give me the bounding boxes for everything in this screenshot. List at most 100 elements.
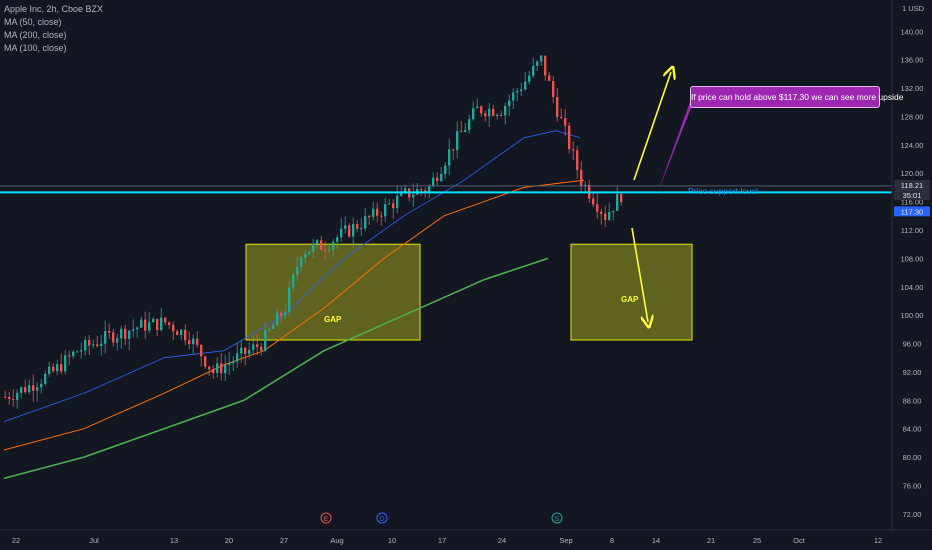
candle-body <box>520 89 523 91</box>
candle-body <box>52 366 55 372</box>
price-tick: 132.00 <box>901 84 924 93</box>
candle-body <box>428 186 431 192</box>
legend-ma200[interactable]: MA (200, close) <box>4 30 67 40</box>
candle-body <box>84 340 87 351</box>
candle-body <box>8 396 11 400</box>
candle-body <box>280 312 283 316</box>
candle-body <box>188 340 191 345</box>
candle-body <box>232 361 235 364</box>
candle-body <box>76 351 79 353</box>
candle-body <box>420 189 423 191</box>
candle-body <box>376 208 379 216</box>
candle-body <box>456 131 459 151</box>
price-tick: 136.00 <box>901 56 924 65</box>
price-badge <box>894 179 930 190</box>
candle-body <box>576 150 579 170</box>
support-lines <box>0 185 892 194</box>
candle-body <box>372 208 375 217</box>
price-tick: 116.00 <box>901 198 923 207</box>
legend-symbol[interactable]: Apple Inc, 2h, Cboe BZX <box>4 4 104 14</box>
candle-body <box>160 317 163 330</box>
candle-body <box>544 55 547 76</box>
candle-body <box>136 327 139 330</box>
candle-body <box>256 344 259 347</box>
candle-body <box>360 228 363 230</box>
legend-ma100[interactable]: MA (100, close) <box>4 43 67 53</box>
candle-body <box>4 396 7 398</box>
candle-body <box>40 383 43 388</box>
candle-body <box>328 249 331 251</box>
candle-body <box>492 108 495 116</box>
callout-pointer <box>657 100 700 194</box>
candle-body <box>288 287 291 313</box>
candle-body <box>244 347 247 354</box>
candle-body <box>580 169 583 186</box>
candle-body <box>556 96 559 117</box>
ma-line <box>3 179 585 451</box>
candle-body <box>180 329 183 336</box>
price-tick: 96.00 <box>903 340 922 349</box>
candle-body <box>324 249 327 251</box>
candle-body <box>312 243 315 252</box>
price-tick: 76.00 <box>903 482 922 491</box>
candle-body <box>304 254 307 258</box>
gap-zone <box>245 243 421 341</box>
candle-body <box>156 318 159 330</box>
legend-ma50[interactable]: MA (50, close) <box>4 17 62 27</box>
support-label: Price support level <box>688 186 758 196</box>
candle-body <box>400 191 403 196</box>
candle-body <box>96 344 99 346</box>
candle-body <box>464 130 467 132</box>
candle-body <box>612 210 615 213</box>
candle-body <box>472 108 475 120</box>
price-tick: 72.00 <box>903 510 922 519</box>
candle-body <box>504 105 507 116</box>
candle-body <box>132 329 135 331</box>
candle-body <box>432 177 435 187</box>
candle-body <box>340 228 343 238</box>
candle-body <box>92 344 95 346</box>
price-axis[interactable]: 1 USD 140.00 136.00 132.00 128.00 124.00 120.0… <box>891 0 932 550</box>
candle-body <box>552 81 555 97</box>
candle-body <box>176 331 179 336</box>
candle-body <box>28 385 31 393</box>
candle-body <box>20 387 23 393</box>
event-marker <box>551 512 563 524</box>
candle-body <box>584 184 587 186</box>
candle-body <box>508 100 511 106</box>
candle-body <box>172 324 175 332</box>
candle-body <box>80 350 83 352</box>
axis-unit: 1 USD <box>902 4 925 13</box>
event-marker-label: D <box>379 516 384 523</box>
candle-body <box>248 349 251 354</box>
candle-body <box>564 118 567 126</box>
gap-zones <box>245 243 693 341</box>
candle-body <box>124 328 127 339</box>
candle-body <box>264 329 267 351</box>
candle-body <box>468 119 471 131</box>
candle-body <box>536 61 539 66</box>
candle-body <box>292 274 295 288</box>
event-marker <box>320 512 332 524</box>
price-tick: 100.00 <box>901 311 924 320</box>
time-tick: 14 <box>652 536 660 545</box>
arrows <box>631 72 700 322</box>
candle-body <box>240 347 243 354</box>
callout-box[interactable]: If price can hold above $117.30 we can s… <box>690 86 903 108</box>
candle-body <box>224 364 227 374</box>
price-badge-label: 118.21 <box>901 181 923 190</box>
time-tick: 24 <box>498 536 506 545</box>
time-tick: 25 <box>753 536 761 545</box>
time-axis[interactable]: 22 Jul 13 20 27 Aug 10 17 24 Sep 8 14 21 25 Oct 12 <box>0 529 932 545</box>
candle-body <box>272 325 275 329</box>
candle-body <box>64 355 67 372</box>
candle-body <box>616 194 619 211</box>
candle-body <box>60 364 63 372</box>
candle-body <box>568 125 571 150</box>
candle-body <box>368 216 371 218</box>
candle-body <box>412 194 415 198</box>
candle-body <box>500 114 503 116</box>
